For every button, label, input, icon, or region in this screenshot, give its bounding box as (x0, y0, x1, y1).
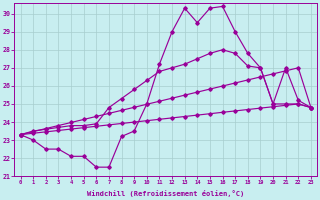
X-axis label: Windchill (Refroidissement éolien,°C): Windchill (Refroidissement éolien,°C) (87, 190, 244, 197)
